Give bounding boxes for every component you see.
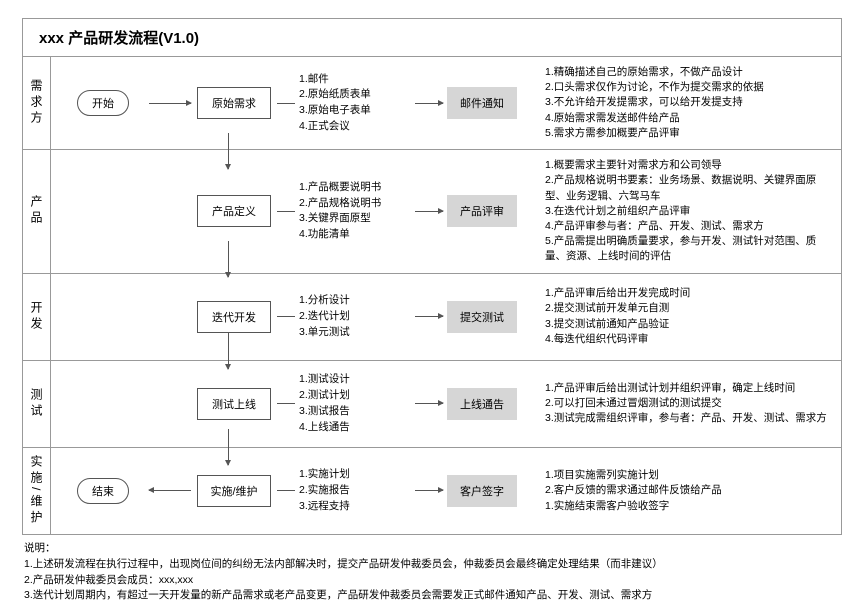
note-line: 3.提交测试前通知产品验证 xyxy=(545,317,835,332)
page: xxx 产品研发流程(V1.0) 需求方开始原始需求1.邮件2.原始纸质表单3.… xyxy=(0,0,864,616)
lane-body: 测试上线1.测试设计2.测试计划3.测试报告4.上线通告上线通告1.产品评审后给… xyxy=(51,361,841,447)
connector-line xyxy=(277,211,295,212)
deliverable-item: 3.单元测试 xyxy=(299,325,415,341)
flow-arrow xyxy=(415,490,443,491)
flow-arrow xyxy=(149,490,191,491)
flow-arrow xyxy=(149,103,191,104)
connector-line xyxy=(277,490,295,491)
flow-arrow xyxy=(415,316,443,317)
note-line: 4.产品评审参与者：产品、开发、测试、需求方 xyxy=(545,219,835,234)
note-line: 1.精确描述自己的原始需求，不做产品设计 xyxy=(545,65,835,80)
deliverable-item: 2.产品规格说明书 xyxy=(299,196,415,212)
flow-arrow xyxy=(415,403,443,404)
output-node: 客户签字 xyxy=(447,475,517,507)
output-node: 上线通告 xyxy=(447,388,517,420)
lane-body: 迭代开发1.分析设计2.迭代计划3.单元测试提交测试1.产品评审后给出开发完成时… xyxy=(51,274,841,360)
lanes-container: 需求方开始原始需求1.邮件2.原始纸质表单3.原始电子表单4.正式会议邮件通知1… xyxy=(23,57,841,534)
lane-body: 结束实施/维护1.实施计划2.实施报告3.远程支持客户签字1.项目实施需列实施计… xyxy=(51,448,841,534)
lane-label: 开发 xyxy=(23,274,51,360)
diagram-frame: xxx 产品研发流程(V1.0) 需求方开始原始需求1.邮件2.原始纸质表单3.… xyxy=(22,18,842,535)
deliverable-item: 1.邮件 xyxy=(299,72,415,88)
note-line: 2.客户反馈的需求通过邮件反馈给产品 xyxy=(545,483,835,498)
note-line: 2.口头需求仅作为讨论，不作为提交需求的依据 xyxy=(545,80,835,95)
lane-label: 测试 xyxy=(23,361,51,447)
deliverable-item: 2.实施报告 xyxy=(299,483,415,499)
note-line: 5.需求方需参加概要产品评审 xyxy=(545,126,835,141)
swimlane: 开发迭代开发1.分析设计2.迭代计划3.单元测试提交测试1.产品评审后给出开发完… xyxy=(23,274,841,361)
deliverable-item: 2.测试计划 xyxy=(299,388,415,404)
terminator: 结束 xyxy=(77,478,129,504)
connector-line xyxy=(277,316,295,317)
lane-notes: 1.精确描述自己的原始需求，不做产品设计2.口头需求仅作为讨论，不作为提交需求的… xyxy=(545,65,835,141)
deliverable-item: 2.原始纸质表单 xyxy=(299,87,415,103)
flow-arrow xyxy=(415,103,443,104)
deliverable-item: 1.测试设计 xyxy=(299,372,415,388)
note-line: 1.项目实施需列实施计划 xyxy=(545,468,835,483)
deliverable-item: 3.远程支持 xyxy=(299,499,415,515)
note-line: 5.产品需提出明确质量要求，参与开发、测试针对范围、质量、资源、上线时间的评估 xyxy=(545,234,835,264)
note-line: 3.不允许给开发提需求，可以给开发提支持 xyxy=(545,95,835,110)
footer-line: 2.产品研发仲裁委员会成员：xxx,xxx xyxy=(24,573,840,589)
deliverables-list: 1.分析设计2.迭代计划3.单元测试 xyxy=(295,293,415,340)
footer-line: 3.迭代计划周期内，有超过一天开发量的新产品需求或老产品变更，产品研发仲裁委员会… xyxy=(24,588,840,604)
lane-notes: 1.概要需求主要针对需求方和公司领导2.产品规格说明书要素：业务场景、数据说明、… xyxy=(545,158,835,265)
deliverables-list: 1.产品概要说明书2.产品规格说明书3.关键界面原型4.功能清单 xyxy=(295,180,415,243)
deliverable-item: 2.迭代计划 xyxy=(299,309,415,325)
lane-label: 产品 xyxy=(23,150,51,273)
output-node: 邮件通知 xyxy=(447,87,517,119)
deliverables-list: 1.邮件2.原始纸质表单3.原始电子表单4.正式会议 xyxy=(295,72,415,135)
footer-line: 1.上述研发流程在执行过程中，出现岗位间的纠纷无法内部解决时，提交产品研发仲裁委… xyxy=(24,557,840,573)
footer-heading: 说明： xyxy=(24,541,840,557)
lane-label: 实施/维护 xyxy=(23,448,51,534)
deliverables-list: 1.测试设计2.测试计划3.测试报告4.上线通告 xyxy=(295,372,415,435)
page-title: xxx 产品研发流程(V1.0) xyxy=(23,19,841,57)
lane-body: 产品定义1.产品概要说明书2.产品规格说明书3.关键界面原型4.功能清单产品评审… xyxy=(51,150,841,273)
process-node: 产品定义 xyxy=(197,195,271,227)
swimlane: 测试测试上线1.测试设计2.测试计划3.测试报告4.上线通告上线通告1.产品评审… xyxy=(23,361,841,448)
note-line: 1.产品评审后给出测试计划并组织评审，确定上线时间 xyxy=(545,381,835,396)
lane-notes: 1.项目实施需列实施计划2.客户反馈的需求通过邮件反馈给产品1.实施结束需客户验… xyxy=(545,468,835,514)
swimlane: 需求方开始原始需求1.邮件2.原始纸质表单3.原始电子表单4.正式会议邮件通知1… xyxy=(23,57,841,150)
process-node: 迭代开发 xyxy=(197,301,271,333)
deliverable-item: 1.实施计划 xyxy=(299,467,415,483)
lane-notes: 1.产品评审后给出开发完成时间2.提交测试前开发单元自测3.提交测试前通知产品验… xyxy=(545,286,835,347)
deliverable-item: 4.正式会议 xyxy=(299,119,415,135)
note-line: 4.每迭代组织代码评审 xyxy=(545,332,835,347)
note-line: 1.实施结束需客户验收签字 xyxy=(545,499,835,514)
deliverable-item: 4.功能清单 xyxy=(299,227,415,243)
note-line: 2.产品规格说明书要素：业务场景、数据说明、关键界面原型、业务逻辑、六驾马车 xyxy=(545,173,835,203)
output-node: 提交测试 xyxy=(447,301,517,333)
terminator: 开始 xyxy=(77,90,129,116)
note-line: 4.原始需求需发送邮件给产品 xyxy=(545,111,835,126)
lane-body: 开始原始需求1.邮件2.原始纸质表单3.原始电子表单4.正式会议邮件通知1.精确… xyxy=(51,57,841,149)
swimlane: 产品产品定义1.产品概要说明书2.产品规格说明书3.关键界面原型4.功能清单产品… xyxy=(23,150,841,274)
footer-notes: 说明： 1.上述研发流程在执行过程中，出现岗位间的纠纷无法内部解决时，提交产品研… xyxy=(22,535,842,604)
connector-line xyxy=(277,103,295,104)
deliverables-list: 1.实施计划2.实施报告3.远程支持 xyxy=(295,467,415,514)
process-node: 实施/维护 xyxy=(197,475,271,507)
deliverable-item: 4.上线通告 xyxy=(299,420,415,436)
deliverable-item: 3.测试报告 xyxy=(299,404,415,420)
swimlanes: 需求方开始原始需求1.邮件2.原始纸质表单3.原始电子表单4.正式会议邮件通知1… xyxy=(23,57,841,534)
output-node: 产品评审 xyxy=(447,195,517,227)
note-line: 2.可以打回未通过冒烟测试的测试提交 xyxy=(545,396,835,411)
note-line: 3.在迭代计划之前组织产品评审 xyxy=(545,204,835,219)
connector-line xyxy=(277,403,295,404)
deliverable-item: 3.关键界面原型 xyxy=(299,211,415,227)
process-node: 测试上线 xyxy=(197,388,271,420)
lane-label: 需求方 xyxy=(23,57,51,149)
note-line: 2.提交测试前开发单元自测 xyxy=(545,301,835,316)
swimlane: 实施/维护结束实施/维护1.实施计划2.实施报告3.远程支持客户签字1.项目实施… xyxy=(23,448,841,534)
deliverable-item: 1.分析设计 xyxy=(299,293,415,309)
process-node: 原始需求 xyxy=(197,87,271,119)
deliverable-item: 1.产品概要说明书 xyxy=(299,180,415,196)
note-line: 1.概要需求主要针对需求方和公司领导 xyxy=(545,158,835,173)
deliverable-item: 3.原始电子表单 xyxy=(299,103,415,119)
lane-notes: 1.产品评审后给出测试计划并组织评审，确定上线时间2.可以打回未通过冒烟测试的测… xyxy=(545,381,835,427)
note-line: 1.产品评审后给出开发完成时间 xyxy=(545,286,835,301)
flow-arrow xyxy=(415,211,443,212)
note-line: 3.测试完成需组织评审，参与者：产品、开发、测试、需求方 xyxy=(545,411,835,426)
